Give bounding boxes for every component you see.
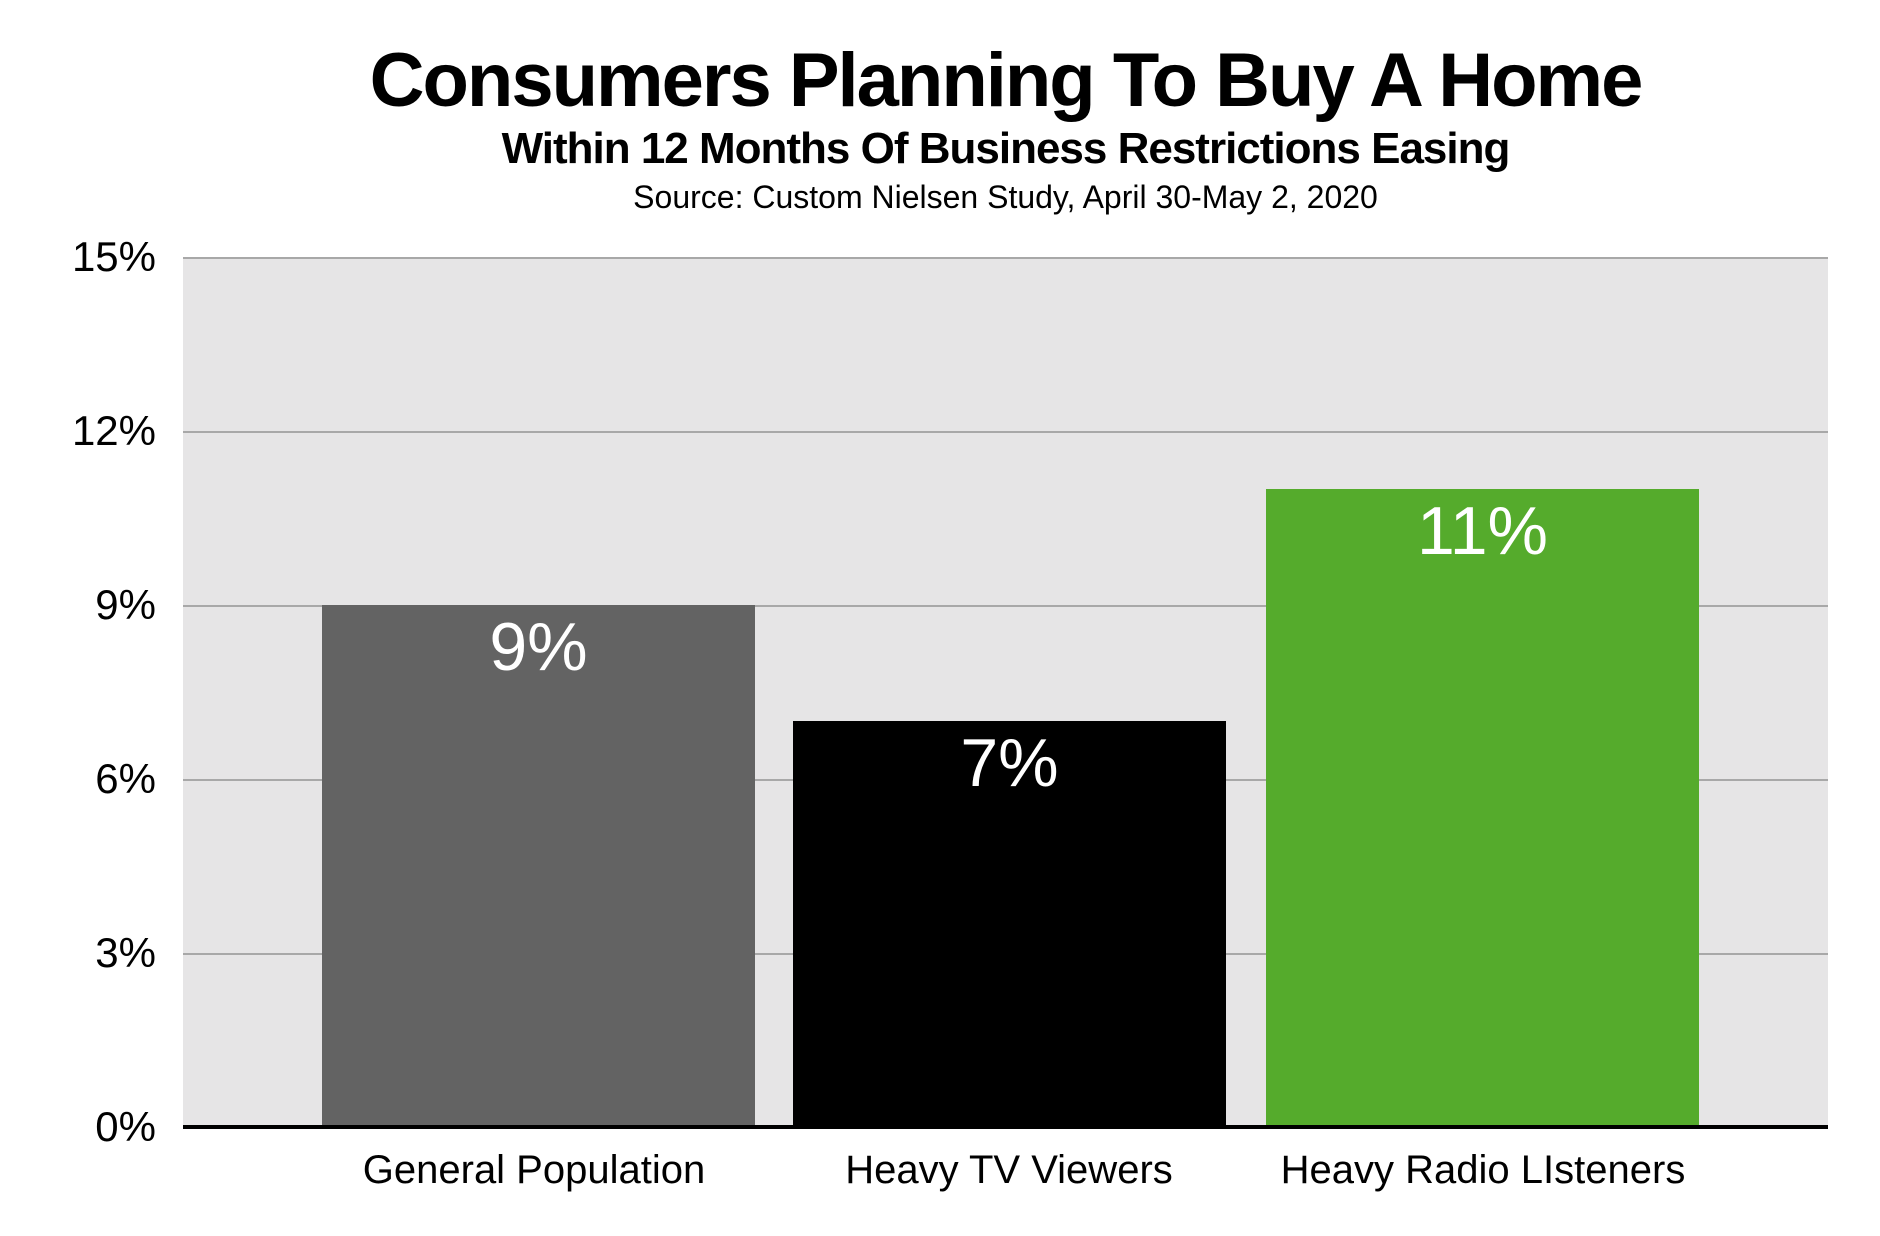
y-tick-label: 3% [95,929,156,976]
bar-value-label: 7% [960,725,1059,801]
y-tick-label: 12% [71,407,156,454]
plot-area: 9% 7% 11% [183,257,1828,1127]
x-axis-line [183,1125,1828,1129]
bar-value-label: 11% [1416,493,1549,569]
bar-general-population: 9% [322,605,755,1127]
bar-heavy-tv-viewers: 7% [793,721,1226,1127]
chart-source: Source: Custom Nielsen Study, April 30-M… [633,178,1378,215]
category-label-general-population: General Population [362,1148,706,1192]
bar-heavy-radio-listeners: 11% [1266,489,1699,1127]
gridline [183,257,1828,259]
chart-title: Consumers Planning To Buy A Home [369,38,1644,123]
chart-subtitle: Within 12 Months Of Business Restriction… [501,124,1511,174]
y-tick-label: 15% [71,233,156,280]
chart-header: Consumers Planning To Buy A Home Within … [183,38,1828,215]
y-tick-label: 0% [95,1103,156,1150]
y-tick-label: 6% [95,755,156,802]
category-label-heavy-radio-listeners: Heavy Radio LIsteners [1280,1148,1686,1192]
gridline [183,431,1828,433]
bar-value-label: 9% [489,609,588,685]
category-label-heavy-tv-viewers: Heavy TV Viewers [845,1148,1173,1192]
gridline [183,605,1828,607]
y-tick-label: 9% [95,581,156,628]
